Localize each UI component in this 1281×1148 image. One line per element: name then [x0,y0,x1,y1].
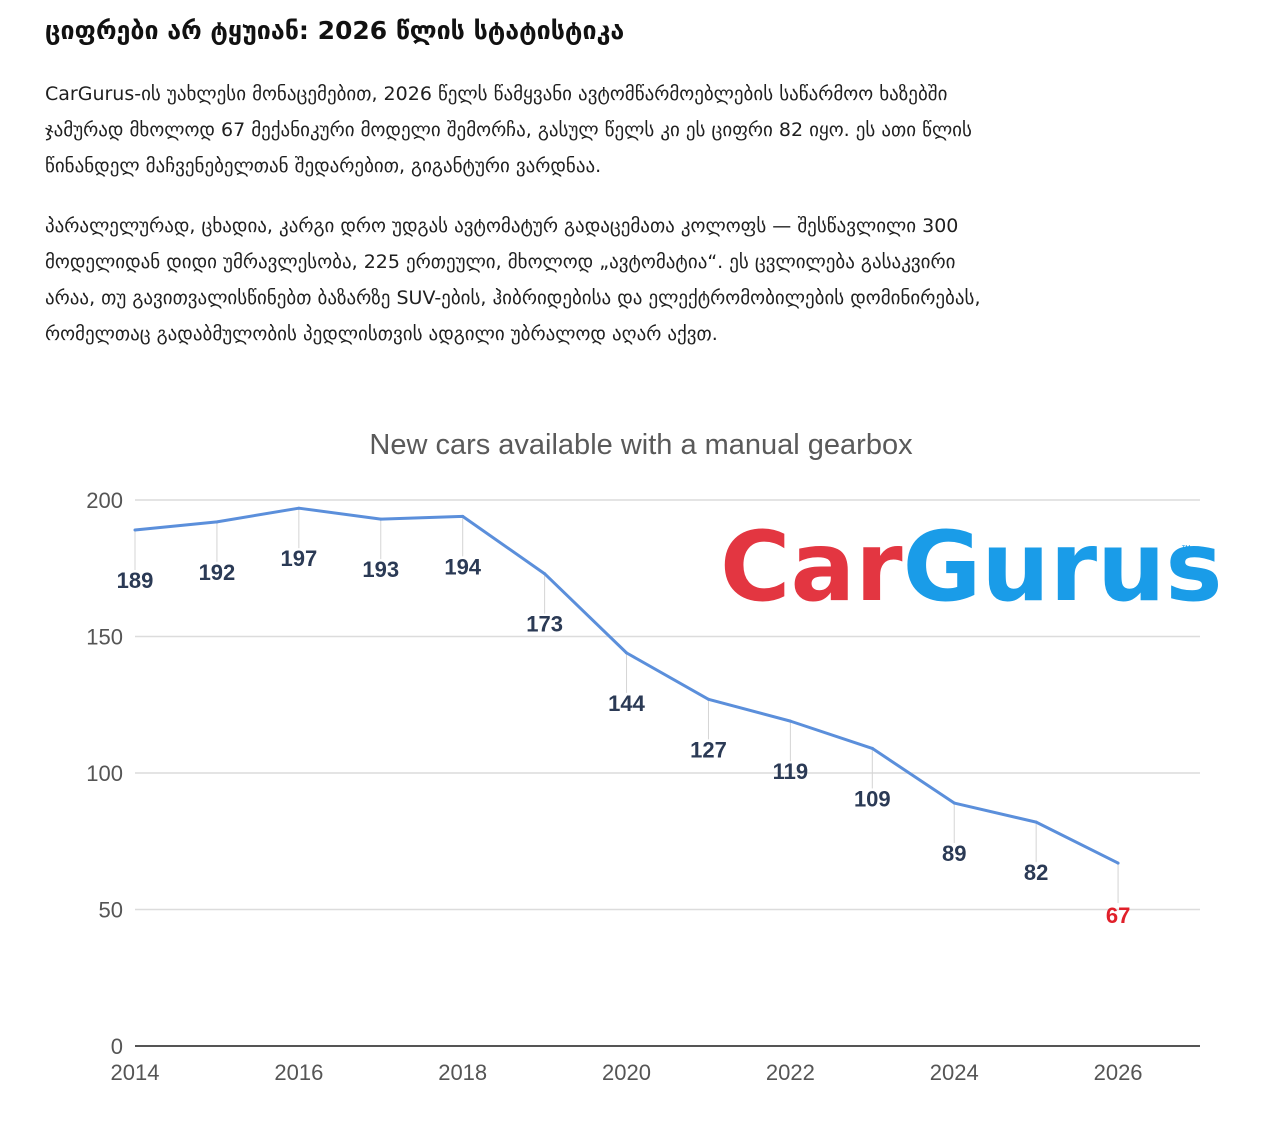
grid-layer [135,499,1200,911]
data-label: 82 [1024,860,1048,885]
y-tick-label: 50 [99,898,123,923]
data-point [1116,861,1120,865]
x-tick-label: 2016 [274,1060,323,1085]
article-title: ციფრები არ ტყუიან: 2026 წლის სტატისტიკა [45,16,625,45]
x-tick-label: 2022 [766,1060,815,1085]
data-point [297,506,301,510]
x-tick-label: 2020 [602,1060,651,1085]
data-label: 67 [1106,903,1130,928]
data-label: 109 [854,786,891,811]
paragraph-1-line: წინანდელ მაჩვენებელთან შედარებით, გიგანტ… [45,155,602,177]
data-point [133,528,137,532]
series-line-layer [133,506,1120,865]
data-label: 127 [690,737,727,762]
logo-car-text: Car [720,511,903,623]
x-tick-label: 2026 [1094,1060,1143,1085]
logo-gurus-text: Gurus [903,511,1223,623]
data-point [952,801,956,805]
paragraph-2-line: მოდელიდან დიდი უმრავლესობა, 225 ერთეული,… [45,251,956,273]
paragraph-1-line: ჯამურად მხოლოდ 67 მექანიკური მოდელი შემო… [45,119,972,141]
paragraph-2-line: პარალელურად, ცხადია, კარგი დრო უდგას ავტ… [45,215,959,237]
x-tick-label: 2024 [930,1060,979,1085]
logo-trademark: ™ [1181,544,1191,555]
y-tick-label: 200 [86,488,123,513]
data-point [379,517,383,521]
y-tick-label: 150 [86,625,123,650]
data-label: 193 [362,557,399,582]
data-point [1034,820,1038,824]
data-point [706,697,710,701]
data-point [461,514,465,518]
y-tick-label: 0 [111,1034,123,1059]
paragraph-2-line: არაა, თუ გავითვალისწინებთ ბაზარზე SUV-ებ… [45,287,981,309]
data-point [870,746,874,750]
x-tick-label: 2014 [111,1060,160,1085]
x-tick-label: 2018 [438,1060,487,1085]
cargurus-logo: CarGurus ™ [720,511,1223,623]
axis-layer: 0 50 100 150 200 2014 2016 2018 2020 2022 2024 2026 [86,488,1200,1085]
data-label: 144 [608,691,645,716]
data-label: 197 [280,546,317,571]
paragraph-1: CarGurus-ის უახლესი მონაცემებით, 2026 წე… [45,76,1245,184]
svg-text:CarGurus: CarGurus [720,511,1223,623]
paragraph-2: პარალელურად, ცხადია, კარგი დრო უდგას ავტ… [45,208,1245,352]
data-point [625,651,629,655]
paragraph-1-line: CarGurus-ის უახლესი მონაცემებით, 2026 წე… [45,83,948,105]
data-label: 189 [117,568,154,593]
data-label: 173 [526,612,563,637]
data-label: 194 [444,554,481,579]
data-label: 119 [773,759,809,784]
chart-title: New cars available with a manual gearbox [369,429,913,461]
drop-lines [134,508,1119,904]
data-labels: 189 192 197 193 194 173 144 127 119 109 89 82 67 [117,546,1131,928]
data-label: 89 [942,841,966,866]
data-label: 192 [199,560,236,585]
data-point [543,572,547,576]
data-point [788,719,792,723]
y-tick-label: 100 [86,761,123,786]
data-point [215,520,219,524]
chart-image: New cars available with a manual gearbox… [45,390,1225,1110]
line-chart: New cars available with a manual gearbox… [86,429,1223,1085]
paragraph-2-line: რომელთაც გადაბმულობის პედლისთვის ადგილი … [45,323,718,345]
